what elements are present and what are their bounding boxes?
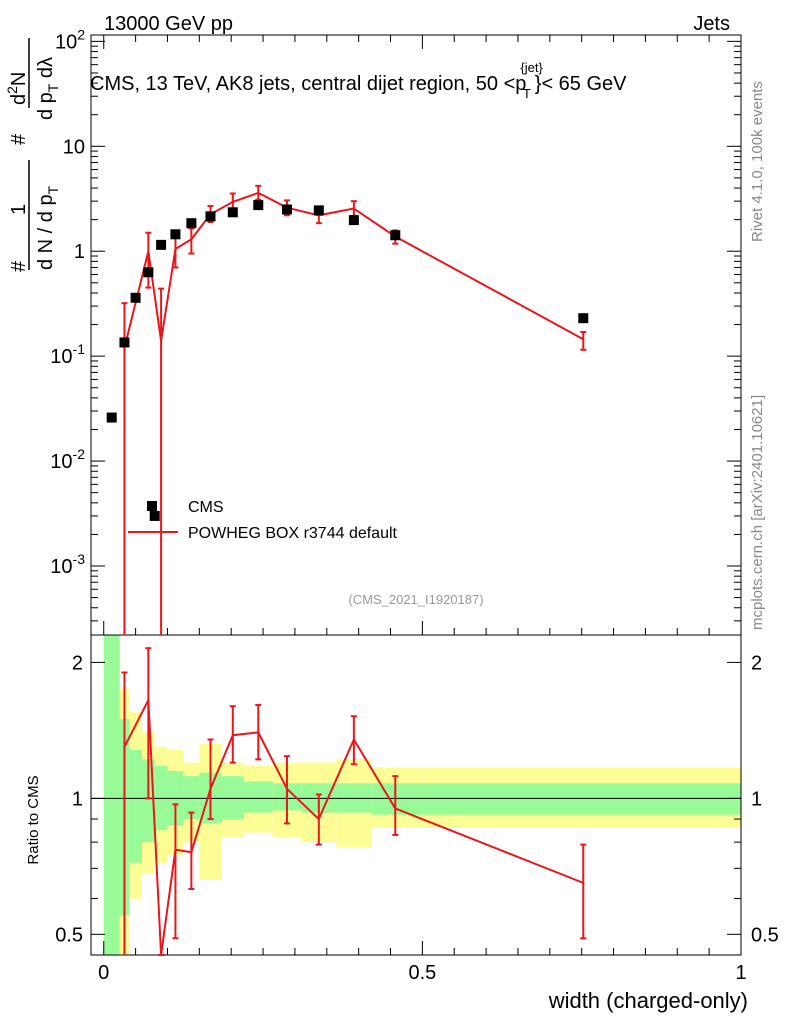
x-axis-label: width (charged-only) <box>548 988 748 1013</box>
y-label-d2-den: d pT dλ <box>35 57 61 120</box>
cms-data-point <box>281 204 292 215</box>
y-tick-label: 10 <box>63 136 85 158</box>
cms-data-point <box>106 412 117 423</box>
cms-data-point <box>390 230 401 241</box>
y-label-frac-den: d N / d pT <box>35 185 61 270</box>
ratio-line <box>123 696 584 956</box>
cms-data-point <box>170 229 181 240</box>
ratio-tick-label-right: 0.5 <box>751 924 779 946</box>
upper-y-label: # 1 d N / d pT # d2N d pT dλ <box>4 38 61 272</box>
band-inner-bin <box>183 776 200 820</box>
ratio-y-ticks: 0.5 0.5 1 1 2 2 <box>55 652 779 946</box>
upper-y-ticks: 10-3 10-2 10-1 1 10 102 <box>50 26 741 622</box>
y-tick-label: 1 <box>74 241 85 263</box>
cms-data-point <box>313 205 324 216</box>
cms-data-point <box>186 218 197 229</box>
legend-data-marker <box>147 501 157 511</box>
y-tick-label: 10-2 <box>50 446 85 473</box>
x-tick-label: 0 <box>98 962 109 984</box>
y-tick-label: 10-1 <box>50 341 85 368</box>
mc-ratio-series <box>121 647 587 956</box>
mcplots-label: mcplots.cern.ch [arXiv:2401.10621] <box>749 395 766 630</box>
legend-mc-label: POWHEG BOX r3744 default <box>188 525 398 542</box>
cms-data-point <box>130 292 141 303</box>
ratio-tick-label: 0.5 <box>55 924 83 946</box>
x-tick-label: 1 <box>735 962 746 984</box>
ratio-tick-label-right: 1 <box>751 788 762 810</box>
y-label-hash: # <box>8 260 30 272</box>
cms-data-point <box>578 313 589 324</box>
y-label-d2-num: d2N <box>4 72 30 105</box>
ratio-band-inner <box>103 635 741 955</box>
mc-line <box>123 191 584 635</box>
ratio-frame <box>90 634 742 956</box>
band-inner-bin <box>221 776 244 820</box>
legend-data-label: CMS <box>188 499 224 516</box>
cms-data-point <box>348 215 359 226</box>
band-inner-bin <box>422 783 741 815</box>
y-label-hash2: # <box>8 133 30 145</box>
ratio-tick-label: 1 <box>72 788 83 810</box>
header-right: Jets <box>693 13 730 35</box>
cms-data-point <box>143 267 154 278</box>
band-inner-bin <box>103 635 120 955</box>
x-ticks: 0 0.5 1 <box>98 35 747 984</box>
cms-data-point <box>149 510 160 521</box>
cms-data-series <box>106 200 589 521</box>
cms-data-point <box>205 211 216 222</box>
mc-upper-series <box>121 184 587 635</box>
cms-data-point <box>119 337 130 348</box>
rivet-label: Rivet 4.1.0, 100k events <box>749 81 766 242</box>
upper-frame <box>90 34 742 636</box>
band-inner-bin <box>129 749 142 863</box>
cms-data-point <box>227 207 238 218</box>
header-left: 13000 GeV pp <box>104 13 233 35</box>
main-title: CMS, 13 TeV, AK8 jets, central dijet reg… <box>90 60 627 101</box>
ratio-y-label: Ratio to CMS <box>25 775 42 864</box>
y-label-frac-num: 1 <box>8 204 30 215</box>
ratio-tick-label-right: 2 <box>751 652 762 674</box>
y-tick-label: 102 <box>55 26 85 53</box>
cms-data-point <box>156 239 167 250</box>
x-tick-label: 0.5 <box>408 962 436 984</box>
analysis-tag: (CMS_2021_I1920187) <box>348 592 483 607</box>
ratio-tick-label: 2 <box>72 652 83 674</box>
cms-data-point <box>253 200 264 211</box>
band-inner-bin <box>243 781 273 813</box>
y-tick-label: 10-3 <box>50 551 85 578</box>
